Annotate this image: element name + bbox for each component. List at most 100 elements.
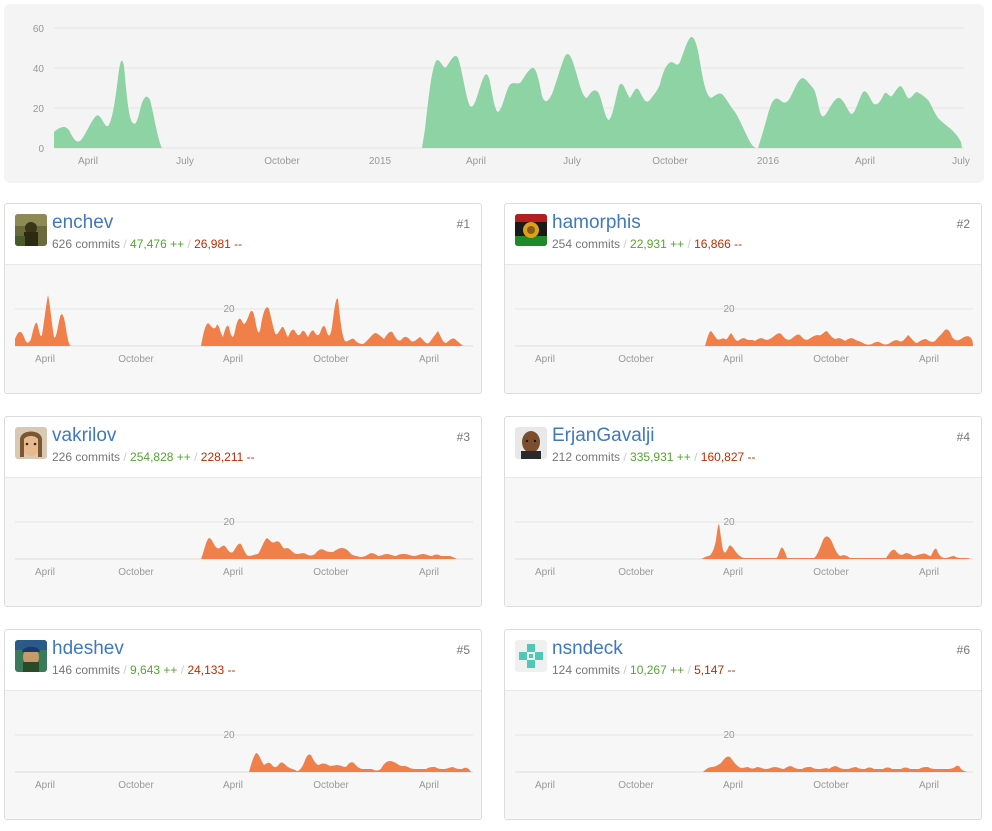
contributor-rank: #1 (456, 217, 470, 231)
contributor-x-tick-label: October (618, 780, 654, 791)
main-x-tick-label: July (952, 156, 970, 167)
additions-count: 47,476 ++ (130, 237, 185, 251)
contributor-name-link[interactable]: vakrilov (52, 425, 117, 446)
contributor-x-tick-label: April (419, 354, 439, 365)
additions-count: 335,931 ++ (630, 450, 691, 464)
contributor-y-axis: 20 (723, 517, 735, 528)
contributor-x-tick-label: April (223, 354, 243, 365)
deletions-count: 26,981 -- (194, 237, 243, 251)
contributor-x-tick-label: April (723, 567, 743, 578)
deletions-count: 160,827 -- (700, 450, 756, 464)
contributor-rank: #2 (956, 217, 970, 231)
main-x-tick-label: 2016 (757, 156, 780, 167)
main-x-tick-label: October (652, 156, 688, 167)
contributor-graph[interactable]: 20 April October April October April (505, 265, 981, 393)
commit-count: 626 commits (52, 237, 121, 251)
avatar[interactable] (15, 640, 47, 672)
contributor-stats: 626 commits / 47,476 ++ / 26,981 -- (52, 237, 243, 251)
main-y-tick-label: 40 (33, 64, 45, 75)
contributor-graph[interactable]: 20 April October April October April (505, 691, 981, 819)
contributor-x-axis: April October April October April (35, 567, 439, 578)
contributor-x-tick-label: April (419, 567, 439, 578)
contributor-graph[interactable]: 20 April October April October April (5, 265, 481, 393)
commit-count: 146 commits (52, 663, 121, 677)
contributor-y-axis: 20 (223, 517, 235, 528)
main-y-tick-label: 20 (33, 104, 45, 115)
main-x-tick-label: April (466, 156, 486, 167)
avatar[interactable] (515, 640, 547, 672)
contributor-card-header: ErjanGavalji 212 commits / 335,931 ++ / … (505, 417, 981, 478)
main-x-axis: April July October 2015 April July October 2016… (78, 156, 970, 167)
contributor-x-axis: April October April October April (535, 567, 939, 578)
contributor-x-tick-label: October (313, 780, 349, 791)
contributor-y-tick-label: 20 (723, 517, 735, 528)
main-x-tick-label: 2015 (369, 156, 392, 167)
commit-count: 124 commits (552, 663, 621, 677)
contributor-graph[interactable]: 20 April October April October April (5, 691, 481, 819)
contributor-name-link[interactable]: hdeshev (52, 638, 124, 659)
contributor-card-header: enchev 626 commits / 47,476 ++ / 26,981 … (5, 204, 481, 265)
main-x-tick-label: July (563, 156, 581, 167)
additions-count: 10,267 ++ (630, 663, 685, 677)
contributor-stats: 212 commits / 335,931 ++ / 160,827 -- (552, 450, 756, 464)
contributor-x-tick-label: April (535, 354, 555, 365)
contributor-x-tick-label: April (723, 354, 743, 365)
contributor-x-tick-label: April (723, 780, 743, 791)
contributor-x-tick-label: April (919, 780, 939, 791)
contributor-name-link[interactable]: enchev (52, 212, 114, 233)
contributor-x-axis: April October April October April (35, 354, 439, 365)
contributor-x-tick-label: April (35, 780, 55, 791)
contributor-x-tick-label: October (118, 780, 154, 791)
contributor-stats: 146 commits / 9,643 ++ / 24,133 -- (52, 663, 236, 677)
contributor-rank: #4 (956, 430, 970, 444)
contributor-y-tick-label: 20 (223, 304, 235, 315)
contributor-name-link[interactable]: hamorphis (552, 212, 641, 233)
contributor-rank: #5 (456, 643, 470, 657)
contributor-card: hdeshev 146 commits / 9,643 ++ / 24,133 … (4, 629, 482, 820)
contributor-card: hamorphis 254 commits / 22,931 ++ / 16,8… (504, 203, 982, 394)
contributor-grid (515, 521, 973, 560)
commit-count: 212 commits (552, 450, 621, 464)
contributor-stats: 226 commits / 254,828 ++ / 228,211 -- (52, 450, 255, 464)
contributor-y-axis: 20 (223, 730, 235, 741)
contributor-stats: 124 commits / 10,267 ++ / 5,147 -- (552, 663, 736, 677)
contributor-area (701, 524, 971, 559)
avatar[interactable] (515, 427, 547, 459)
contributor-y-axis: 20 (723, 304, 735, 315)
contributor-y-tick-label: 20 (223, 730, 235, 741)
contributor-y-tick-label: 20 (223, 517, 235, 528)
contributor-x-tick-label: April (223, 567, 243, 578)
deletions-count: 228,211 -- (200, 450, 255, 464)
main-y-tick-label: 60 (33, 24, 45, 35)
contributor-x-axis: April October April October April (35, 780, 439, 791)
avatar[interactable] (515, 214, 547, 246)
deletions-count: 5,147 -- (694, 663, 736, 677)
contributor-graph[interactable]: 20 April October April October April (5, 478, 481, 606)
contributor-x-tick-label: October (118, 354, 154, 365)
contributor-y-tick-label: 20 (723, 304, 735, 315)
commits-over-time-graph[interactable]: 0 20 40 60 April July October 2015 April July Oct… (4, 4, 984, 183)
contributor-area (15, 295, 463, 346)
contributor-y-axis: 20 (223, 304, 235, 315)
contributor-area (201, 538, 457, 559)
main-x-tick-label: July (176, 156, 194, 167)
main-x-tick-label: April (78, 156, 98, 167)
additions-count: 254,828 ++ (130, 450, 191, 464)
main-y-axis: 0 20 40 60 (33, 24, 45, 155)
contributor-x-tick-label: October (813, 354, 849, 365)
contributor-area (703, 756, 967, 772)
commit-count: 254 commits (552, 237, 621, 251)
contributor-graph[interactable]: 20 April October April October April (505, 478, 981, 606)
avatar[interactable] (15, 427, 47, 459)
contributor-card-header: hdeshev 146 commits / 9,643 ++ / 24,133 … (5, 630, 481, 691)
contributor-x-tick-label: October (313, 567, 349, 578)
contributor-x-axis: April October April October April (535, 354, 939, 365)
contributor-name-link[interactable]: nsndeck (552, 638, 623, 659)
avatar[interactable] (15, 214, 47, 246)
contributor-rank: #6 (956, 643, 970, 657)
contributor-x-tick-label: April (35, 567, 55, 578)
contributor-x-tick-label: April (919, 567, 939, 578)
main-area-2 (422, 36, 962, 149)
contributor-x-tick-label: April (35, 354, 55, 365)
contributor-name-link[interactable]: ErjanGavalji (552, 425, 655, 446)
